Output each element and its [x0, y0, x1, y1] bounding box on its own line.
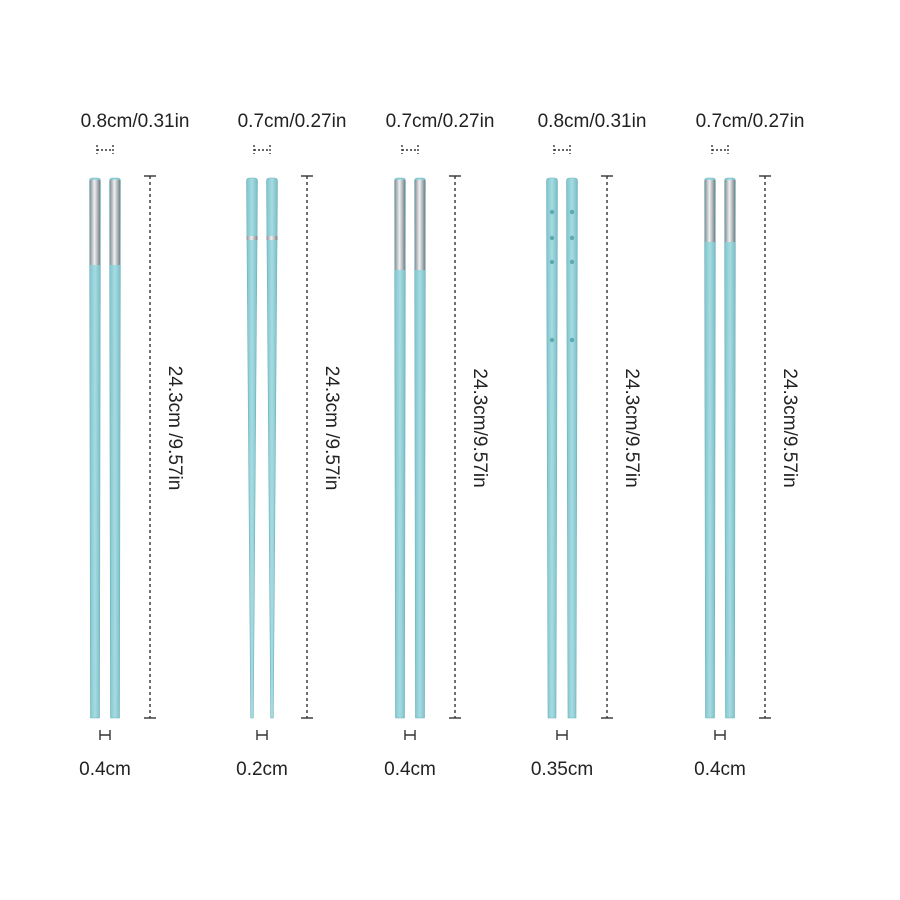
- chopstick-pair: [546, 177, 578, 719]
- top-bracket: [401, 145, 419, 154]
- length-label: 24.3cm /9.57in: [321, 366, 342, 491]
- metal-cap: [395, 180, 405, 270]
- decor-dot: [569, 235, 575, 241]
- top-bracket: [96, 145, 114, 154]
- tip-bracket: [556, 730, 568, 740]
- chopstick: [414, 177, 426, 719]
- decor-dot: [569, 337, 575, 343]
- tip-bracket: [404, 730, 416, 740]
- tip-bracket: [99, 730, 111, 740]
- tip-bracket: [714, 730, 726, 740]
- decor-dot: [549, 235, 555, 241]
- metal-cap: [110, 180, 120, 265]
- length-label: 24.3cm /9.57in: [164, 366, 185, 491]
- top-width-label: 0.7cm/0.27in: [238, 111, 347, 132]
- tip-width-label: 0.4cm: [694, 759, 746, 780]
- metal-cap: [415, 180, 425, 270]
- metal-cap: [705, 180, 715, 242]
- tip-width-label: 0.2cm: [236, 759, 288, 780]
- metal-ring: [246, 236, 258, 240]
- decor-dot: [549, 259, 555, 265]
- chopstick-pair: [394, 177, 426, 719]
- metal-cap: [90, 180, 100, 265]
- chopstick-pair: [704, 177, 736, 719]
- tip-width-label: 0.4cm: [384, 759, 436, 780]
- chopstick: [89, 177, 101, 719]
- decor-dot: [549, 337, 555, 343]
- chopstick: [704, 177, 716, 719]
- chopstick: [246, 177, 258, 719]
- length-label: 24.3cm/9.57in: [469, 368, 490, 487]
- chopstick: [566, 177, 578, 719]
- length-label: 24.3cm/9.57in: [779, 368, 800, 487]
- top-bracket: [553, 145, 571, 154]
- top-bracket: [253, 145, 271, 154]
- tip-width-label: 0.4cm: [79, 759, 131, 780]
- top-width-label: 0.7cm/0.27in: [696, 111, 805, 132]
- top-width-label: 0.8cm/0.31in: [538, 111, 647, 132]
- metal-ring: [266, 236, 278, 240]
- top-width-label: 0.8cm/0.31in: [81, 111, 190, 132]
- top-bracket: [711, 145, 729, 154]
- decor-dot: [569, 259, 575, 265]
- decor-dot: [569, 209, 575, 215]
- chopstick: [109, 177, 121, 719]
- length-label: 24.3cm/9.57in: [621, 368, 642, 487]
- decor-dot: [549, 209, 555, 215]
- chopstick: [724, 177, 736, 719]
- chopstick: [394, 177, 406, 719]
- top-width-label: 0.7cm/0.27in: [386, 111, 495, 132]
- chopstick: [546, 177, 558, 719]
- tip-bracket: [256, 730, 268, 740]
- chopstick-pair: [246, 177, 278, 719]
- chopstick-pair: [89, 177, 121, 719]
- tip-width-label: 0.35cm: [531, 759, 593, 780]
- chopstick: [266, 177, 278, 719]
- metal-cap: [725, 180, 735, 242]
